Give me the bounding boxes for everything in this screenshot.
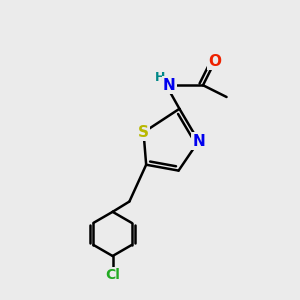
Text: Cl: Cl bbox=[105, 268, 120, 282]
Text: N: N bbox=[192, 134, 205, 149]
Text: H: H bbox=[154, 71, 165, 84]
Text: O: O bbox=[208, 54, 221, 69]
Text: N: N bbox=[163, 78, 175, 93]
Text: S: S bbox=[138, 125, 149, 140]
